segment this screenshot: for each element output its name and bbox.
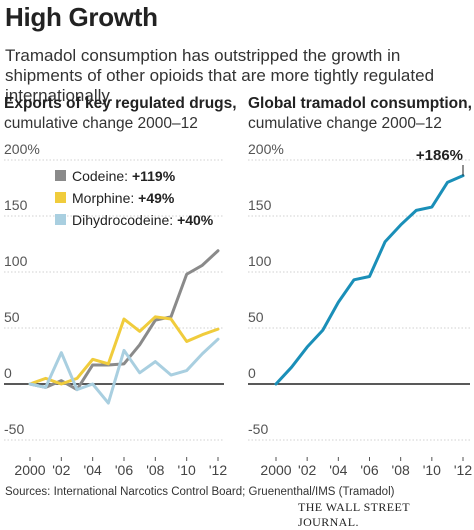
- x-tick-label: '04: [84, 462, 102, 478]
- legend: Codeine: +119% Morphine: +49% Dihydrocodei…: [55, 168, 214, 228]
- x-tick-label: '12: [209, 462, 227, 478]
- legend-series-change: +40%: [177, 212, 214, 228]
- y-tick-label: 150: [248, 197, 272, 213]
- series-line-dihydrocodeine: [28, 337, 220, 405]
- legend-series-name: Dihydrocodeine:: [72, 212, 177, 228]
- y-tick-label: -50: [248, 421, 268, 437]
- chart-subtitle: Tramadol consumption has outstripped the…: [5, 46, 435, 105]
- legend-series-change: +49%: [138, 190, 175, 206]
- legend-swatch-codeine: [55, 170, 66, 181]
- y-tick-label: 200%: [248, 141, 284, 157]
- y-tick-label: 50: [248, 309, 264, 325]
- x-tick-label: 2000: [260, 462, 291, 478]
- panel-title: Exports of key regulated drugs,: [4, 95, 237, 112]
- charts-canvas: Exports of key regulated drugs, cumulativ…: [4, 95, 472, 478]
- legend-label-dihydrocodeine: Dihydrocodeine: +40%: [72, 212, 214, 228]
- series-line-tramadol: [274, 174, 465, 386]
- panel-title: Global tramadol consumption,: [248, 95, 472, 112]
- legend-series-name: Codeine:: [72, 168, 132, 184]
- wsj-logo: THE WALL STREET JOURNAL.: [298, 500, 410, 529]
- series-line-codeine: [28, 249, 220, 392]
- y-tick-label: 100: [248, 253, 272, 269]
- legend-swatch-dihydrocodeine: [55, 214, 66, 225]
- y-tick-label: 200%: [4, 141, 40, 157]
- legend-swatch-morphine: [55, 192, 66, 203]
- y-tick-label: -50: [4, 421, 24, 437]
- x-tick-label: '06: [115, 462, 133, 478]
- x-tick-label: '12: [454, 462, 472, 478]
- x-tick-label: '08: [392, 462, 410, 478]
- tramadol-end-label: +186%: [416, 147, 463, 164]
- chart-title: High Growth: [5, 2, 158, 32]
- chart-panel-1: Exports of key regulated drugs, cumulativ…: [4, 95, 237, 478]
- x-tick-label: '06: [360, 462, 378, 478]
- x-tick-label: '04: [329, 462, 347, 478]
- panel-subtitle: cumulative change 2000–12: [248, 115, 442, 132]
- panel-subtitle: cumulative change 2000–12: [4, 115, 198, 132]
- chart-panel-2: Global tramadol consumption, cumulative c…: [248, 95, 472, 478]
- x-tick-label: 2000: [14, 462, 45, 478]
- y-tick-label: 0: [248, 365, 256, 381]
- x-tick-label: '10: [423, 462, 441, 478]
- x-tick-label: '02: [52, 462, 70, 478]
- legend-series-name: Morphine:: [72, 190, 138, 206]
- y-tick-label: 100: [4, 253, 28, 269]
- series-line-morphine: [28, 315, 220, 386]
- legend-label-codeine: Codeine: +119%: [72, 168, 176, 184]
- x-tick-label: '08: [146, 462, 164, 478]
- x-tick-label: '10: [178, 462, 196, 478]
- y-tick-label: 0: [4, 365, 12, 381]
- y-tick-label: 150: [4, 197, 28, 213]
- source-note: Sources: International Narcotics Control…: [5, 486, 395, 498]
- y-tick-label: 50: [4, 309, 20, 325]
- legend-label-morphine: Morphine: +49%: [72, 190, 175, 206]
- legend-series-change: +119%: [132, 168, 176, 184]
- x-tick-label: '02: [298, 462, 316, 478]
